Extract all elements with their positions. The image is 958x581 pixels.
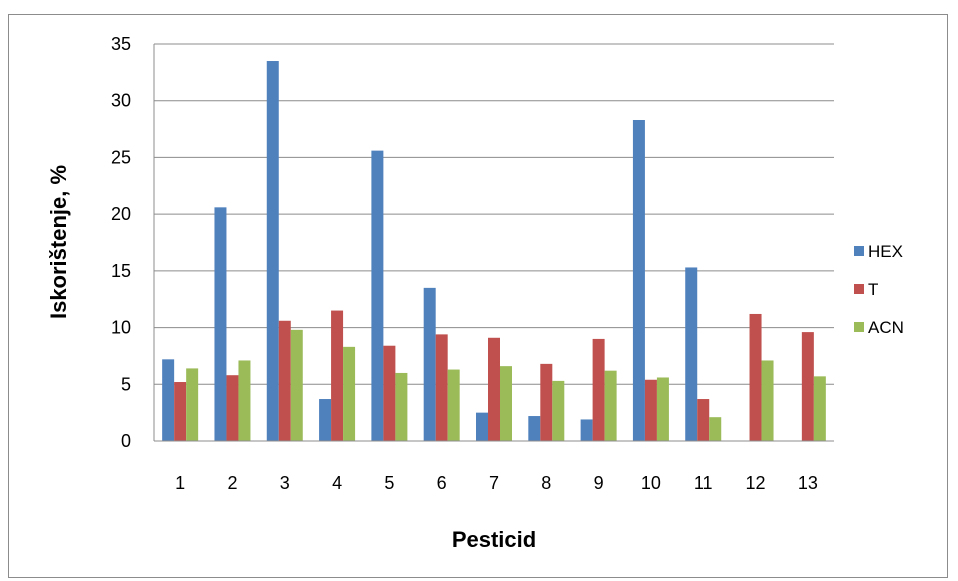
bar-t-2 [226, 375, 239, 441]
legend-label-t: T [868, 280, 878, 299]
x-tick-labels: 1 2 3 4 5 6 7 8 9 10 11 12 13 [175, 473, 818, 493]
x-tick-label: 2 [227, 473, 237, 493]
bar-t-11 [697, 399, 710, 441]
y-tick-label: 35 [111, 34, 131, 54]
bar-hex-10 [632, 119, 645, 442]
bar-t-7 [488, 337, 500, 441]
bar-acn-5 [395, 372, 408, 441]
bar-acn-13 [813, 376, 826, 441]
x-tick-label: 5 [384, 473, 394, 493]
bar-hex-8 [528, 416, 541, 441]
x-axis-title: Pesticid [452, 527, 536, 552]
bar-acn-4 [343, 346, 356, 441]
bar-acn-3 [290, 329, 303, 441]
bar-hex-9 [580, 419, 593, 441]
bar-t-1 [174, 382, 187, 441]
x-tick-label: 9 [594, 473, 604, 493]
bar-hex-3 [266, 61, 279, 442]
x-tick-label: 1 [175, 473, 185, 493]
legend-swatch-hex [854, 246, 864, 256]
y-axis-title: Iskorištenje, % [46, 165, 71, 319]
bar-acn-1 [186, 368, 199, 441]
gridlines [154, 43, 834, 385]
bar-acn-6 [447, 369, 460, 441]
y-tick-label: 15 [111, 261, 131, 281]
y-tick-label: 5 [121, 374, 131, 394]
x-tick-label: 12 [746, 473, 766, 493]
bar-t-5 [383, 345, 396, 441]
bar-acn-2 [238, 360, 251, 441]
x-tick-label: 13 [798, 473, 818, 493]
x-tick-label: 11 [694, 473, 713, 493]
legend-label-acn: ACN [868, 318, 904, 337]
y-tick-label: 30 [111, 91, 131, 111]
bar-acn-8 [552, 380, 565, 441]
bar-hex-5 [371, 150, 384, 441]
legend-swatch-t [854, 284, 864, 294]
bar-hex-7 [476, 412, 488, 441]
bar-t-10 [644, 379, 657, 441]
y-tick-label: 10 [111, 318, 131, 338]
bar-hex-2 [214, 207, 227, 441]
chart-frame [8, 14, 948, 578]
axes [153, 44, 834, 442]
legend-swatch-acn [854, 322, 864, 332]
bars [162, 61, 826, 442]
bar-t-13 [801, 332, 814, 441]
bar-acn-9 [604, 370, 617, 441]
x-tick-label: 7 [489, 473, 499, 493]
bar-t-6 [435, 334, 448, 441]
bar-hex-11 [685, 267, 698, 441]
bar-acn-11 [709, 417, 722, 441]
y-tick-labels: 0 5 10 15 20 25 30 35 [111, 34, 131, 451]
bar-acn-10 [656, 377, 669, 441]
x-tick-label: 10 [641, 473, 661, 493]
legend-label-hex: HEX [868, 242, 903, 261]
bar-t-9 [592, 338, 605, 441]
legend: HEX T ACN [854, 242, 904, 337]
bar-t-12 [749, 313, 762, 441]
bar-hex-1 [162, 359, 175, 441]
x-tick-label: 4 [332, 473, 342, 493]
bar-acn-12 [761, 360, 774, 441]
bar-t-3 [278, 320, 291, 441]
bar-hex-6 [423, 287, 436, 441]
bar-acn-7 [500, 366, 512, 441]
x-tick-label: 6 [437, 473, 447, 493]
bar-t-4 [331, 310, 344, 441]
y-tick-label: 20 [111, 204, 131, 224]
bar-hex-4 [319, 399, 332, 441]
x-tick-label: 8 [541, 473, 551, 493]
x-tick-label: 3 [280, 473, 290, 493]
y-tick-label: 0 [121, 431, 131, 451]
y-tick-label: 25 [111, 147, 131, 167]
bar-t-8 [540, 363, 553, 441]
